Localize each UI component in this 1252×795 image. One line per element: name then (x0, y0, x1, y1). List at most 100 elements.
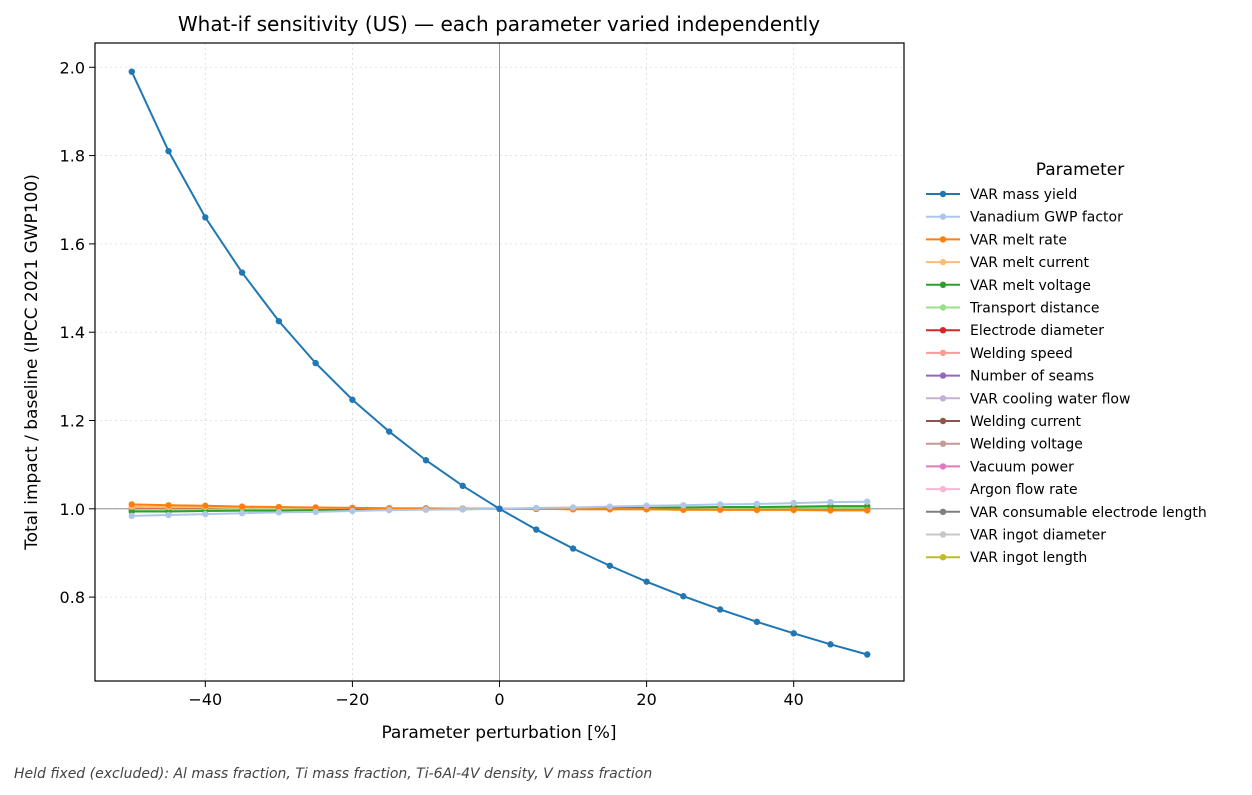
legend-swatch-marker (939, 531, 947, 538)
data-point (385, 506, 393, 514)
legend-label: VAR melt rate (970, 232, 1067, 248)
y-tick-label: 1.4 (60, 323, 85, 342)
data-point (238, 510, 246, 517)
legend-swatch-marker (939, 190, 947, 198)
data-point (165, 502, 172, 509)
legend-item: Number of seams (926, 369, 1094, 385)
data-point (643, 502, 650, 509)
data-point (606, 503, 614, 510)
legend-swatch-marker (939, 281, 947, 288)
legend-label: VAR consumable electrode length (970, 505, 1207, 521)
legend-label: Welding speed (970, 346, 1073, 362)
data-point (202, 214, 209, 221)
data-point (864, 651, 871, 658)
legend-label: VAR mass yield (970, 187, 1077, 203)
legend-label: Transport distance (969, 301, 1099, 317)
y-tick-label: 2.0 (60, 58, 85, 77)
data-point (238, 269, 246, 276)
data-point (128, 501, 135, 508)
legend-item: Argon flow rate (926, 482, 1078, 498)
y-tick-label: 1.2 (60, 412, 85, 431)
data-point (128, 512, 135, 520)
series-var-mass-yield (128, 68, 871, 658)
x-tick-label: 40 (784, 690, 804, 709)
data-point (496, 505, 503, 513)
legend-label: VAR melt current (970, 255, 1090, 271)
legend-label: Electrode diameter (970, 323, 1104, 339)
data-point (349, 507, 356, 515)
data-point (827, 506, 834, 514)
legend-item: VAR consumable electrode length (926, 505, 1207, 521)
data-point (533, 526, 540, 533)
legend-swatch-marker (939, 236, 947, 243)
data-point (790, 499, 797, 507)
data-point (202, 510, 209, 518)
data-point (827, 641, 834, 648)
data-point (606, 562, 614, 569)
legend-item: Welding speed (926, 346, 1073, 362)
legend-swatch-marker (939, 327, 947, 334)
data-point (128, 68, 135, 75)
legend-swatch-marker (939, 258, 947, 266)
data-point (312, 359, 319, 367)
series-group (128, 68, 871, 658)
legend-item: Transport distance (926, 301, 1099, 317)
data-point (716, 606, 724, 613)
data-point (385, 428, 393, 435)
legend-label: Welding voltage (970, 437, 1083, 453)
legend-swatch-marker (939, 440, 947, 447)
y-axis-ticks: 0.8 1.0 1.2 1.4 1.6 1.8 2.0 (60, 58, 95, 607)
legend-swatch-marker (939, 554, 947, 561)
y-tick-label: 1.0 (60, 500, 85, 519)
legend-swatch-marker (939, 485, 947, 493)
data-point (827, 498, 834, 506)
legend-label: VAR ingot diameter (970, 528, 1106, 544)
y-tick-label: 0.8 (60, 588, 85, 607)
data-point (753, 500, 761, 508)
data-point (753, 618, 761, 626)
series-vanadium-gwp-factor (128, 498, 871, 520)
legend-item: VAR ingot diameter (926, 528, 1106, 544)
data-point (349, 396, 356, 403)
data-point (864, 498, 871, 505)
data-point (569, 504, 577, 511)
data-point (422, 506, 430, 513)
x-axis-label: Parameter perturbation [%] (381, 723, 616, 743)
data-point (165, 147, 172, 155)
legend-swatch-marker (939, 463, 947, 470)
data-point (275, 317, 283, 325)
x-axis-ticks: −40 −20 0 20 40 (188, 681, 804, 709)
data-point (312, 504, 319, 511)
legend-item: Welding voltage (926, 437, 1083, 453)
legend-item: VAR melt rate (926, 232, 1067, 248)
legend-label: Vacuum power (970, 459, 1074, 475)
legend-item: Vanadium GWP factor (926, 210, 1123, 226)
x-tick-label: 20 (636, 690, 656, 709)
legend-label: Welding current (970, 414, 1082, 430)
chart-title: What-if sensitivity (US) — each paramete… (178, 12, 820, 36)
data-point (533, 504, 540, 512)
data-point (275, 509, 283, 516)
data-point (680, 502, 687, 509)
data-point (128, 508, 135, 515)
data-point (680, 593, 687, 600)
legend-item: Electrode diameter (926, 323, 1104, 339)
y-tick-label: 1.8 (60, 147, 85, 166)
x-tick-label: −20 (336, 690, 370, 709)
legend-label: Argon flow rate (970, 482, 1078, 498)
data-point (716, 501, 724, 508)
legend-item: Welding current (926, 414, 1082, 430)
legend-swatch-marker (939, 349, 947, 357)
legend-label: VAR cooling water flow (970, 391, 1130, 407)
legend: Parameter VAR mass yield Vanadium GWP fac… (926, 160, 1207, 566)
legend-swatch-marker (939, 372, 947, 379)
legend-label: VAR ingot length (970, 550, 1087, 566)
data-point (790, 630, 797, 637)
legend-item: Vacuum power (926, 459, 1074, 475)
data-point (238, 503, 246, 510)
legend-label: VAR melt voltage (970, 278, 1091, 294)
legend-label: Vanadium GWP factor (970, 210, 1123, 226)
legend-label: Number of seams (970, 369, 1094, 385)
data-point (422, 457, 430, 464)
legend-swatch-marker (939, 213, 947, 220)
